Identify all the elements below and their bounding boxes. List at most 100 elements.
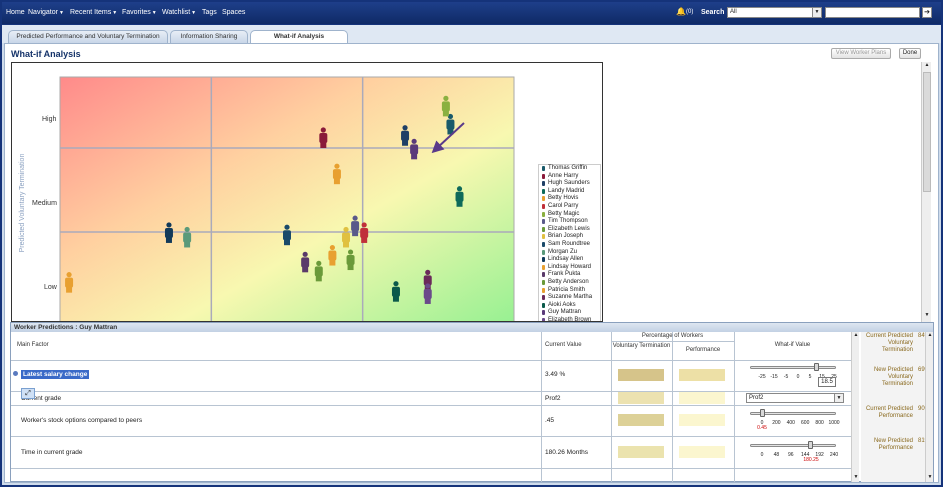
legend-item: Elizabeth Brown [539,317,600,321]
prediction-summary: Current Predicted Voluntary Termination … [861,332,933,482]
summary-label: Current Predicted Voluntary Termination [865,333,913,353]
summary-scrollbar[interactable]: ▲ ▼ [925,332,933,482]
legend-label: Brian Joseph [548,233,584,240]
search-scope-select[interactable]: All ▼ [727,7,822,18]
worker-point[interactable] [164,222,173,243]
tab-what-if-analysis[interactable]: What-if Analysis [250,30,348,44]
voluntary-bar [618,392,664,404]
performance-bar [679,446,725,458]
nav-spaces[interactable]: Spaces [222,9,246,16]
worker-point[interactable] [455,186,464,207]
worker-point[interactable] [183,226,192,248]
slider-current-value: 0.45 [757,425,767,431]
slider-knob[interactable] [808,441,813,449]
worker-point[interactable] [332,163,341,185]
legend-item: Lindsay Allen [539,256,600,264]
slider-tick-label: 48 [773,452,780,458]
legend-label: Sam Roundtree [548,240,591,247]
worker-point[interactable] [351,215,360,237]
chevron-down-icon: ▼ [112,10,118,16]
worker-point[interactable] [446,113,455,135]
worker-point[interactable] [401,125,410,146]
worker-point[interactable] [391,281,400,302]
what-if-arrow [431,122,465,154]
value-current-grade: Prof2 [545,395,561,402]
nav-watchlist[interactable]: Watchlist▼ [162,9,196,16]
view-worker-plans-button[interactable]: View Worker Plans [831,48,891,59]
factor-salary-change[interactable]: Latest salary change [21,370,90,379]
person-icon [542,287,545,293]
search-input[interactable] [825,7,920,18]
legend-item: Anne Harry [539,173,600,181]
person-icon [542,257,545,263]
worker-predictions-header: Worker Predictions : Guy Mattran [11,323,933,332]
person-icon [542,234,545,240]
worker-point[interactable] [314,260,323,282]
col-pct-workers: Percentage of Workers [641,333,704,339]
search-scope-value: All [730,9,737,15]
page-scrollbar[interactable]: ▲ ▼ [921,62,931,322]
worker-point[interactable] [410,138,419,160]
worker-point[interactable] [301,251,310,273]
slider-tick-label: 1000 [828,420,840,426]
time-in-grade-slider[interactable]: 0 48 96 144 192 240 180.25 [748,440,838,463]
nav-navigator-label: Navigator [28,9,58,16]
worker-point[interactable] [441,95,450,117]
worker-point[interactable] [319,127,328,149]
nav-recent-items[interactable]: Recent Items▼ [70,9,117,16]
legend-item: Betty Hovis [539,195,600,203]
scroll-up-icon[interactable]: ▲ [927,332,933,338]
scroll-up-icon[interactable]: ▲ [924,62,930,68]
performance-bar [679,369,725,381]
notification-bell-icon[interactable]: 🔔 [676,7,686,16]
search-go-icon[interactable]: ➔ [922,7,932,18]
current-grade-select[interactable]: Prof2 ▼ [746,393,844,403]
worker-point[interactable] [360,222,369,243]
performance-bar [679,392,725,404]
table-scrollbar[interactable]: ▲ ▼ [851,332,859,482]
person-icon [542,272,545,278]
nav-recent-items-label: Recent Items [70,9,112,16]
person-icon [542,279,545,285]
stock-options-slider[interactable]: 0 200 400 600 800 1000 0.45 [748,408,840,431]
chevron-down-icon: ▼ [812,8,821,17]
expand-icon[interactable]: ⤢ [21,388,35,399]
summary-label: Current Predicted Performance [865,406,913,419]
scroll-down-icon[interactable]: ▼ [927,474,933,480]
legend-item: Patricia Smith [539,287,600,295]
worker-point[interactable] [346,249,355,271]
legend-label: Anne Harry [548,172,579,179]
notification-count: (0) [686,9,694,15]
nav-tags[interactable]: Tags [202,9,217,16]
scroll-up-icon[interactable]: ▲ [853,332,859,338]
slider-track [750,412,836,415]
y-axis-label: Predicted Voluntary Termination [19,154,26,253]
nav-navigator[interactable]: Navigator▼ [28,9,64,16]
slider-tick-label: -25 [758,374,766,380]
scroll-down-icon[interactable]: ▼ [853,474,859,480]
slider-knob[interactable] [814,363,819,371]
slider-track [750,444,836,447]
tab-predicted-performance[interactable]: Predicted Performance and Voluntary Term… [8,30,168,43]
scroll-thumb[interactable] [923,72,931,192]
slider-tick-label: 144 [801,452,810,458]
scroll-down-icon[interactable]: ▼ [924,312,930,318]
slider-knob[interactable] [760,409,765,417]
nav-favorites[interactable]: Favorites▼ [122,9,157,16]
slider-tick-label: 0 [760,452,764,458]
slider-tick-label: 800 [815,420,824,426]
worker-point[interactable] [342,226,351,248]
col-what-if-value: What-if Value [774,342,811,348]
slider-tick-label: 96 [788,452,794,458]
worker-point[interactable] [328,244,337,266]
done-button[interactable]: Done [899,48,921,59]
tab-information-sharing[interactable]: Information Sharing [170,30,248,43]
worker-point[interactable] [423,283,432,304]
legend-label: Hugh Saunders [548,180,590,187]
person-icon [542,241,545,247]
person-icon [542,317,545,321]
nav-home[interactable]: Home [6,9,25,16]
worker-point[interactable] [65,272,74,293]
worker-point[interactable] [283,224,291,246]
person-icon [542,226,545,232]
